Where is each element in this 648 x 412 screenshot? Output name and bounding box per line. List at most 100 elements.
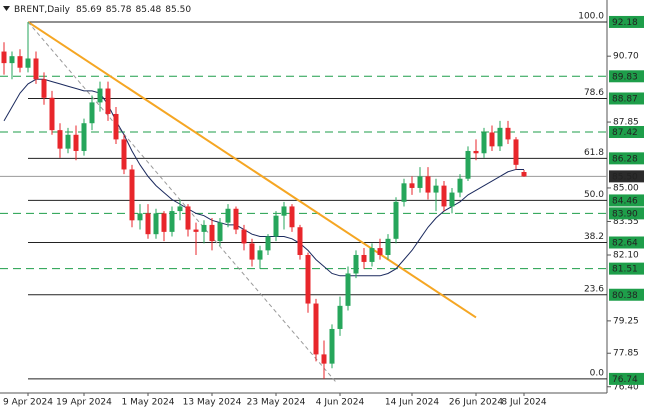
fib-price-box [609, 152, 644, 165]
fib-ratio: 0.0 [590, 368, 605, 378]
fib-price-box [609, 288, 644, 301]
candle-body [433, 185, 439, 193]
candle-body [345, 273, 351, 306]
candle-body [449, 192, 455, 207]
candle-body [265, 236, 271, 251]
menu-arrow [3, 6, 10, 11]
candle-body [441, 185, 447, 207]
candle-body [41, 79, 47, 98]
candle-body [17, 56, 23, 68]
candle-body [313, 303, 319, 355]
candle-body [321, 354, 327, 364]
y-tick-label: 85.00 [613, 183, 639, 193]
moving-average [3, 78, 524, 277]
candle-body [369, 248, 375, 262]
x-tick-label: 13 May 2024 [183, 398, 242, 408]
candle-body [289, 206, 295, 228]
fib-price-box-label: 86.28 [612, 154, 638, 164]
candle-body [489, 132, 495, 147]
candle-body [161, 213, 167, 232]
candle-body [145, 213, 151, 235]
candle-body [169, 211, 175, 232]
fib-price-box-label: 88.87 [612, 94, 638, 104]
candle-body [329, 328, 335, 364]
candle-body [385, 238, 391, 255]
trendline [27, 21, 477, 319]
candle-body [481, 132, 487, 154]
level-price-box [609, 70, 644, 83]
level-price-box [609, 262, 644, 275]
fib-price-box-label: 80.38 [612, 291, 638, 301]
level-price-box [609, 207, 644, 220]
fib-ratio: 23.6 [584, 284, 604, 294]
candle-body [337, 305, 343, 329]
candle-body [177, 206, 183, 212]
fib-price-box-label: 82.64 [612, 239, 638, 249]
fib-price-box [609, 194, 644, 207]
y-tick-label: 79.25 [613, 316, 639, 326]
candle-body [305, 254, 311, 304]
fib-ratio: 38.2 [584, 232, 604, 242]
candle-body [73, 134, 79, 151]
candle-body [457, 178, 463, 193]
level-price-box [609, 126, 644, 139]
candle-body [425, 176, 431, 193]
candle-body [121, 139, 127, 170]
candle-body [89, 102, 95, 124]
candle-body [281, 206, 287, 216]
level-price-box-label: 83.90 [612, 209, 638, 219]
candle-body [361, 254, 367, 262]
candle-body [209, 224, 215, 242]
candle-body [513, 139, 519, 165]
trendline [27, 21, 337, 383]
fib-price-box [609, 236, 644, 249]
candle-body [217, 222, 223, 242]
low-label: 85.48 [136, 5, 162, 15]
candle-body [193, 229, 199, 232]
candle-body [81, 123, 87, 151]
candle-body [153, 213, 159, 235]
candle-body [225, 208, 231, 223]
candle-body [273, 215, 279, 237]
candle-body [297, 227, 303, 255]
candle-body [257, 250, 263, 260]
x-tick-label: 4 Jun 2024 [316, 398, 365, 408]
candle-body [393, 201, 399, 239]
x-tick-label: 23 May 2024 [247, 398, 306, 408]
symbol: BRENT,Daily [14, 5, 71, 15]
candle-body [25, 58, 31, 68]
candle-body [497, 127, 503, 147]
candle-body [105, 88, 111, 114]
fib-price-box [609, 372, 644, 385]
candle-body [241, 229, 247, 244]
candle-body [465, 150, 471, 179]
candle-body [49, 97, 55, 131]
last-price-box [609, 170, 644, 183]
y-tick-label: 87.85 [613, 118, 639, 128]
fib-price-box-label: 92.18 [612, 18, 638, 28]
fib-price-box [609, 92, 644, 105]
candle-body [97, 88, 103, 103]
candle-body [249, 243, 255, 260]
x-tick-label: 19 Apr 2024 [56, 398, 112, 408]
candle-body [417, 176, 423, 188]
candle-body [57, 130, 63, 149]
candle-body [401, 183, 407, 202]
x-tick-label: 1 May 2024 [122, 398, 175, 408]
open-label: 85.69 [76, 5, 102, 15]
candle-body [377, 248, 383, 255]
y-tick-label: 77.85 [613, 349, 639, 359]
fib-ratio: 61.8 [584, 148, 604, 158]
y-tick-label: 82.10 [613, 250, 639, 260]
x-tick-label: 26 Jun 2024 [449, 398, 503, 408]
x-tick-label: 8 Jul 2024 [501, 398, 546, 408]
candle-body [129, 169, 135, 221]
header: BRENT,Daily 85.69 85.78 85.48 85.50 [14, 5, 191, 15]
fib-ratio: 100.0 [578, 11, 604, 21]
x-tick-label: 14 Jun 2024 [385, 398, 439, 408]
level-price-box-label: 89.83 [612, 72, 638, 82]
candle-body [521, 171, 527, 177]
candle-body [353, 254, 359, 274]
close-label: 85.50 [165, 5, 191, 15]
